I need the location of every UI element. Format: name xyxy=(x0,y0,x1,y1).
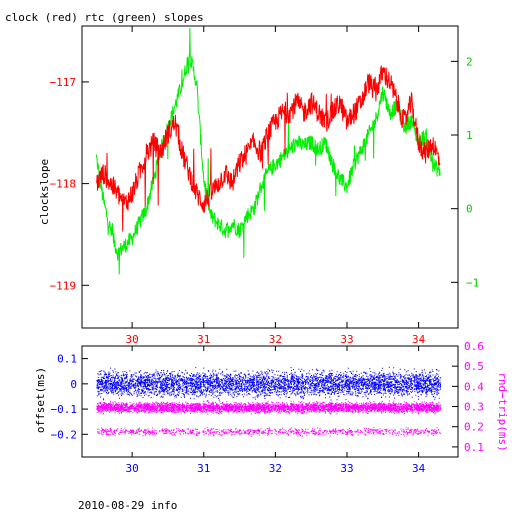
top-y-left-tick-label: −117 xyxy=(50,76,77,89)
bottom-x-tick-label: 30 xyxy=(126,462,139,475)
top-x-tick-label: 32 xyxy=(269,333,282,346)
bottom-y-right-tick-label: 0.5 xyxy=(464,360,484,373)
bottom-y-left-tick-label: 0 xyxy=(70,378,77,391)
top-y-right-tick-label: 1 xyxy=(466,129,473,142)
top-y-right-tick-label: −1 xyxy=(466,276,479,289)
bottom-y-axis-label-right: rnd−trip(ms) xyxy=(496,372,509,451)
bottom-axes-layer: 30 31 32 33 34 0.1 0 −0.1 −0.2 0.6 0.5 0.4 0.3 0.2 0.1 xyxy=(51,340,485,475)
bottom-y-right-tick-label: 0.2 xyxy=(464,421,484,434)
offset-points xyxy=(96,366,442,402)
bottom-x-tick-label: 34 xyxy=(412,462,426,475)
bottom-plot-frame xyxy=(81,345,459,458)
bottom-y-left-tick-label: 0.1 xyxy=(57,353,77,366)
bottom-y-right-tick-label: 0.1 xyxy=(464,441,484,454)
bottom-y-right-tick-label: 0.6 xyxy=(464,340,484,353)
top-y-left-tick-label: −119 xyxy=(50,279,77,292)
bottom-chart: 30 31 32 33 34 0.1 0 −0.1 −0.2 0.6 0.5 0.4 0.3 0.2 0.1… xyxy=(34,340,509,475)
series-line-clock xyxy=(96,65,441,232)
top-chart-title: clock (red) rtc (green) slopes xyxy=(5,11,204,24)
top-x-tick-label: 33 xyxy=(340,333,353,346)
top-series-layer xyxy=(95,27,441,275)
bottom-x-tick-label: 33 xyxy=(340,462,353,475)
top-plot-frame xyxy=(81,25,459,329)
bottom-x-tick-label: 31 xyxy=(197,462,210,475)
bottom-y-right-tick-label: 0.4 xyxy=(464,380,484,393)
bottom-x-tick-label: 32 xyxy=(269,462,282,475)
footer-info: 2010-08-29 info xyxy=(78,499,177,512)
bottom-y-axis-label-left: offset(ms) xyxy=(34,367,47,433)
top-y-axis-label: clockslope xyxy=(38,159,51,225)
top-axes-layer: 30 31 32 33 34 −117 −118 −119 2 1 0 −1 xyxy=(50,26,479,346)
bottom-y-left-tick-label: −0.2 xyxy=(51,428,78,441)
top-x-tick-label: 30 xyxy=(126,333,139,346)
top-y-right-tick-label: 2 xyxy=(466,55,473,68)
bottom-y-left-tick-label: −0.1 xyxy=(51,403,78,416)
top-chart: 30 31 32 33 34 −117 −118 −119 2 1 0 −1 clockslope xyxy=(38,25,479,346)
bottom-series-layer xyxy=(96,366,442,437)
roundtrip-points xyxy=(96,400,442,415)
top-y-left-tick-label: −118 xyxy=(50,178,77,191)
bottom-y-right-tick-label: 0.3 xyxy=(464,401,484,414)
top-x-tick-label: 34 xyxy=(412,333,426,346)
roundtrip-lower-points xyxy=(96,426,441,437)
top-x-tick-label: 31 xyxy=(197,333,210,346)
top-y-right-tick-label: 0 xyxy=(466,203,473,216)
